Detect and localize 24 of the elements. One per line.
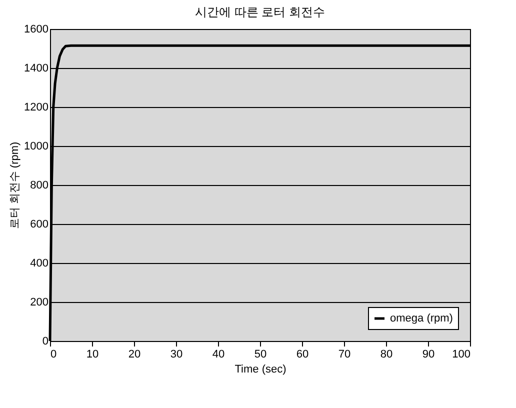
x-tick-label: 100 [452, 348, 470, 360]
chart-title: 시간에 따른 로터 회전수 [194, 5, 326, 19]
legend-label: omega (rpm) [390, 312, 453, 324]
y-tick-label: 800 [30, 180, 48, 192]
y-tick-label: 600 [30, 218, 48, 230]
x-tick-label: 40 [212, 348, 225, 360]
x-tick-label: 10 [86, 348, 99, 360]
y-tick-label: 1200 [24, 102, 48, 114]
y-tick-label: 1600 [24, 24, 48, 36]
x-tick-label: 0 [50, 348, 57, 360]
x-tick-label: 30 [170, 348, 183, 360]
x-tick-label: 70 [338, 348, 351, 360]
y-tick-label: 200 [30, 296, 48, 308]
x-tick-label: 80 [380, 348, 393, 360]
y-tick-label: 400 [30, 258, 48, 270]
x-axis-title: Time (sec) [234, 364, 286, 376]
y-tick-label: 1000 [24, 140, 48, 152]
y-tick-label: 0 [42, 336, 48, 348]
y-axis-title: 로터 회전수 (rpm) [9, 142, 22, 230]
x-tick-label: 60 [296, 348, 309, 360]
x-tick-label: 50 [254, 348, 267, 360]
x-tick-label: 90 [422, 348, 435, 360]
y-tick-label: 1400 [24, 62, 48, 74]
x-tick-label: 20 [128, 348, 141, 360]
